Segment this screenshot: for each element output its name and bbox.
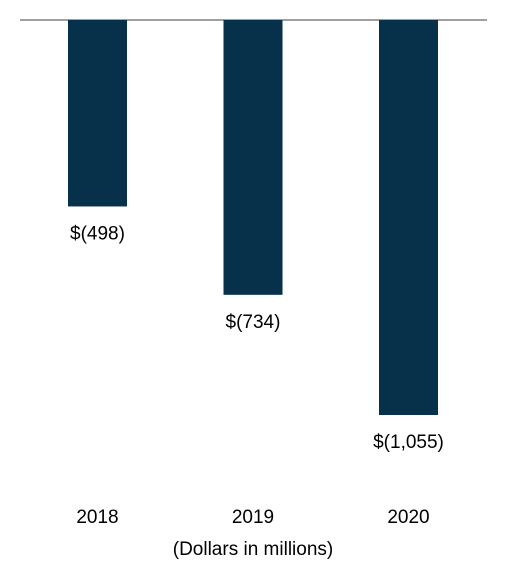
- value-label: $(1,055): [373, 432, 444, 453]
- value-label: $(498): [70, 223, 125, 244]
- bar: [379, 20, 438, 415]
- x-tick-label: 2020: [387, 507, 429, 528]
- bar: [223, 20, 283, 295]
- value-label: $(734): [226, 312, 281, 333]
- x-tick-label: 2018: [76, 507, 118, 528]
- x-tick-label: 2019: [232, 507, 274, 528]
- x-axis-label: (Dollars in millions): [173, 539, 333, 560]
- bar: [68, 20, 127, 207]
